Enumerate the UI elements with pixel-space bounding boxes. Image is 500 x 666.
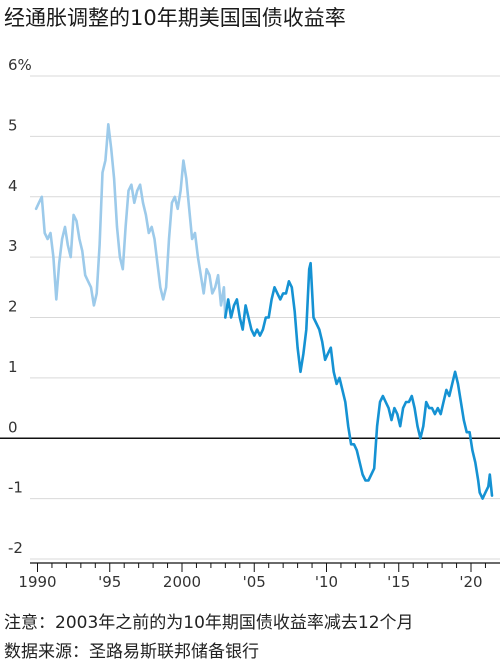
- footnote: 注意：2003年之前的为10年期国债收益率减去12个月: [4, 613, 414, 633]
- y-tick-label: 3: [8, 237, 18, 255]
- y-tick-label: 4: [8, 177, 18, 195]
- y-tick-label: 6%: [8, 56, 32, 74]
- x-tick-label: '10: [315, 573, 338, 591]
- y-tick-label: -1: [8, 479, 23, 497]
- series-line-1: [34, 123, 227, 319]
- source-note: 数据来源：圣路易斯联邦储备银行: [4, 642, 259, 662]
- y-tick-label: 2: [8, 298, 18, 316]
- y-tick-label: 5: [8, 116, 18, 134]
- x-tick-label: 1990: [18, 573, 56, 591]
- y-tick-label: 1: [8, 358, 18, 376]
- x-tick-label: 2000: [163, 573, 201, 591]
- y-axis: 6% 5 4 3 2 1 0 -1 -2: [8, 56, 32, 557]
- x-tick-label: '20: [459, 573, 482, 591]
- series-line-2: [224, 261, 494, 500]
- y-tick-label: -2: [8, 539, 23, 557]
- series-lines: [34, 123, 494, 500]
- x-axis: 1990 '95 2000 '05 '10 '15 '20: [18, 562, 500, 591]
- y-tick-label: 0: [8, 418, 18, 436]
- x-tick-label: '15: [387, 573, 410, 591]
- x-tick-label: '05: [243, 573, 266, 591]
- x-tick-label: '95: [98, 573, 121, 591]
- chart-title: 经通胀调整的10年期美国国债收益率: [4, 6, 346, 30]
